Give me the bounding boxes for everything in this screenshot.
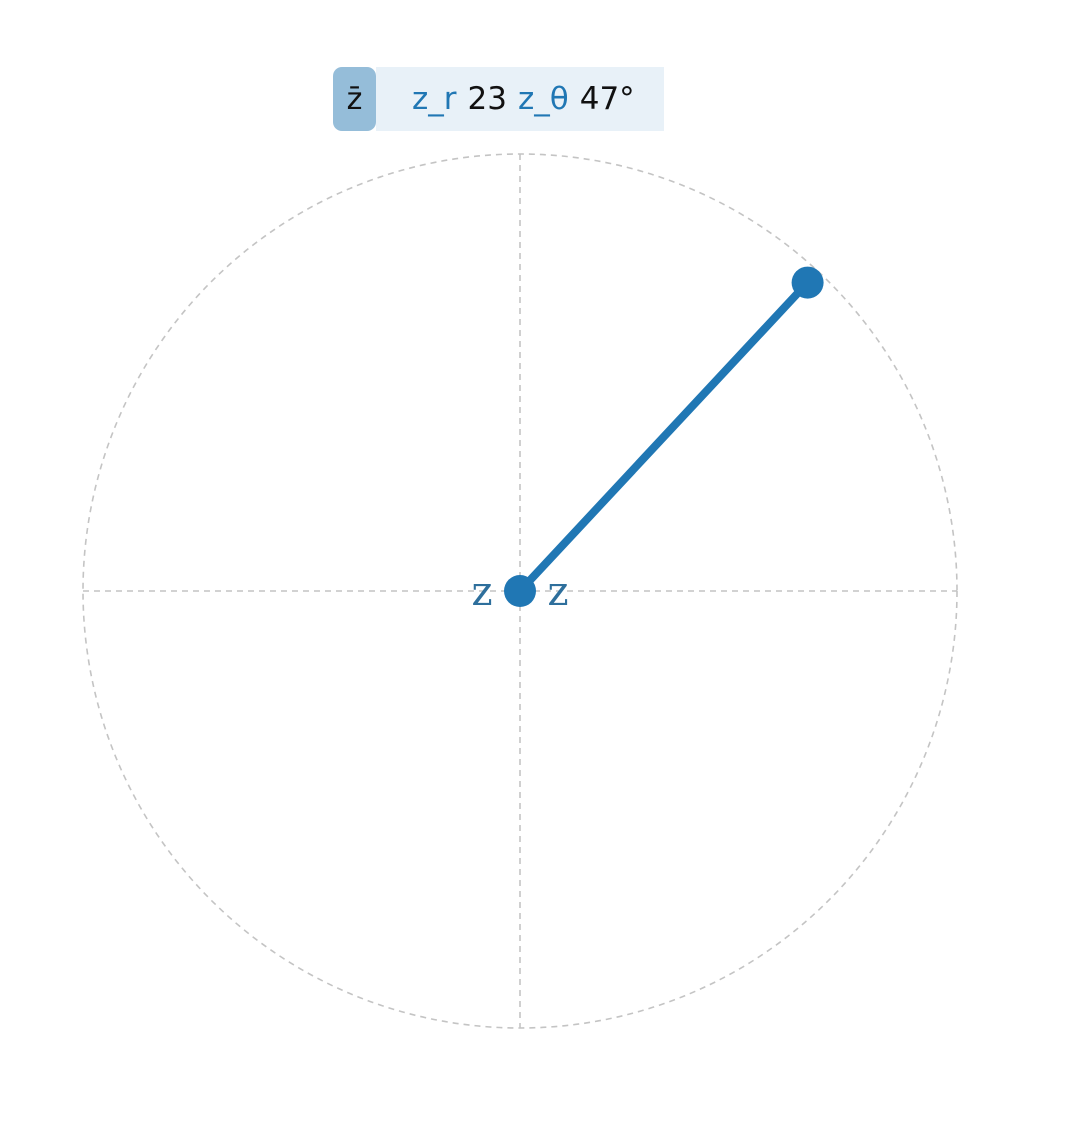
modulus-label: z_r [412, 81, 457, 117]
toolbar: z̄ z_r 23 z_θ 47° [333, 67, 664, 131]
modulus-value: 23 [467, 81, 507, 117]
conjugate-button[interactable]: z̄ [333, 67, 376, 131]
origin-label-left: z [471, 569, 492, 615]
argument-value: 47° [579, 81, 635, 117]
z-vector [516, 278, 812, 595]
z-point-handle[interactable] [791, 266, 824, 299]
origin-point[interactable] [504, 575, 536, 607]
polar-readout: z_r 23 z_θ 47° [376, 67, 664, 131]
argument-label: z_θ [517, 81, 569, 117]
origin-label-right: z [547, 569, 568, 615]
